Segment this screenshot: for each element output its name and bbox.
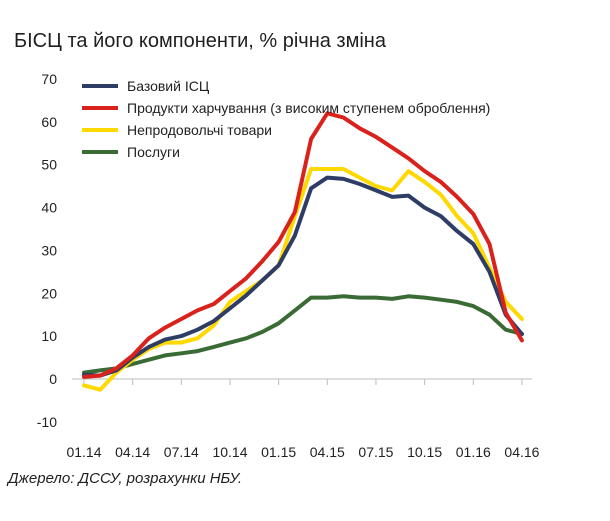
legend-label: Непродовольчі товари [127,122,272,138]
x-tick-label: 01.14 [66,444,101,460]
x-tick-label: 07.15 [358,444,393,460]
y-tick-label: 70 [41,71,57,87]
x-axis-tick-marks [83,379,523,385]
legend-label: Послуги [127,144,180,160]
y-tick-label: 30 [41,242,57,258]
y-tick-label: 10 [41,328,57,344]
legend-label: Базовий ІСЦ [127,78,210,94]
y-tick-label: 50 [41,157,57,173]
y-tick-label: 40 [41,200,57,216]
y-tick-label: -10 [37,414,57,430]
legend-label: Продукти харчування (з високим ступенем … [127,100,490,116]
x-tick-label: 01.16 [456,444,491,460]
legend: Базовий ІСЦ Продукти харчування (з високи… [82,78,490,160]
y-tick-label: 0 [49,371,57,387]
series-line [82,294,524,375]
x-tick-label: 10.15 [407,444,442,460]
series-line [82,175,524,378]
x-axis-tick-labels: 01.14 04.14 07.14 10.14 01.15 04.15 07.15 10.15… [66,444,539,460]
series-lines [82,111,524,392]
series-line [82,111,524,379]
x-tick-label: 01.15 [261,444,296,460]
x-tick-label: 04.15 [310,444,345,460]
chart-title: БІСЦ та його компоненти, % річна зміна [14,30,386,52]
y-axis-ticks: -10 0 10 20 30 40 50 60 70 [37,71,57,430]
x-tick-label: 07.14 [164,444,199,460]
series-line [82,167,524,392]
source-note: Джерело: ДССУ, розрахунки НБУ. [8,470,243,487]
x-tick-label: 04.14 [115,444,150,460]
x-tick-label: 04.16 [504,444,539,460]
y-tick-label: 60 [41,114,57,130]
x-tick-label: 10.14 [212,444,247,460]
y-tick-label: 20 [41,285,57,301]
